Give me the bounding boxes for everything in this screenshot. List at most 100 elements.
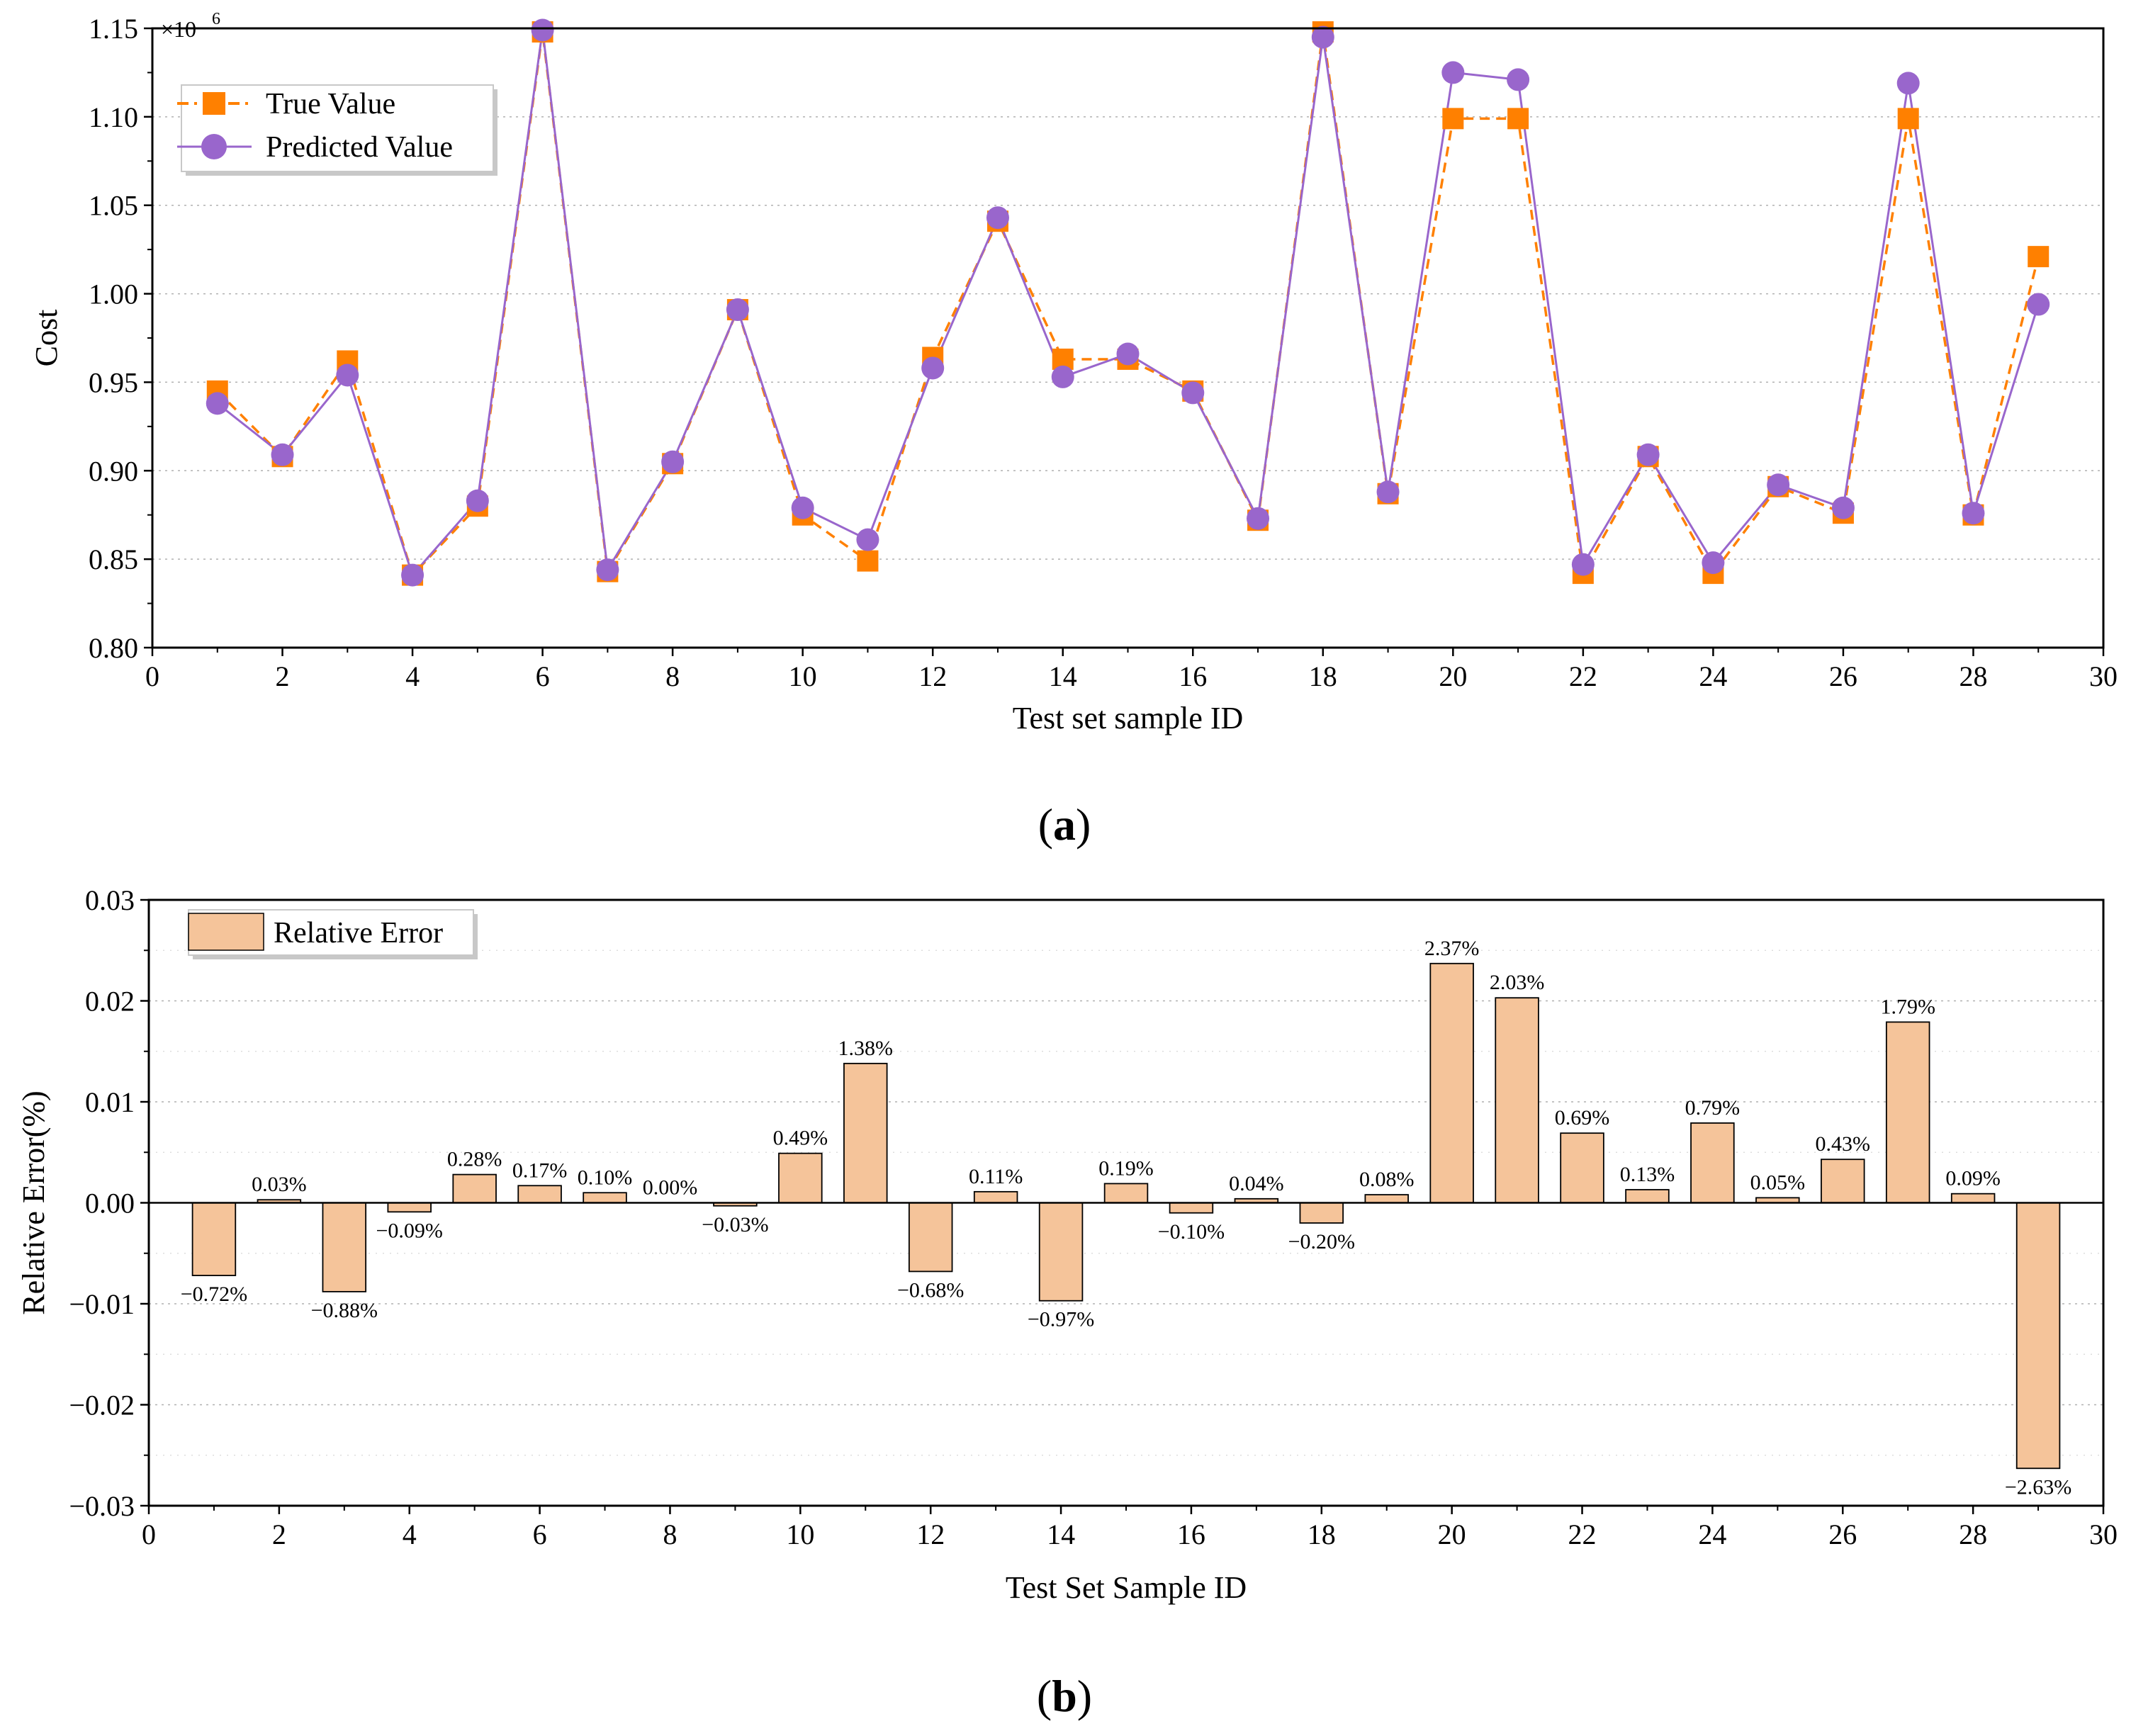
a-x-tick-label: 16	[1179, 660, 1207, 692]
b-bar-value-label: −0.20%	[1288, 1230, 1355, 1253]
b-bar-value-label: 2.03%	[1490, 971, 1545, 994]
a-x-tick-label: 8	[665, 660, 680, 692]
b-bar	[1169, 1202, 1214, 1214]
a-true-value-point	[1897, 108, 1919, 130]
b-x-tick-label: 26	[1828, 1518, 1857, 1550]
b-bar	[778, 1152, 823, 1204]
b-y-axis-ticks: −0.03 −0.02 −0.01 0.00 0.01 0.02 0.03	[69, 884, 149, 1522]
b-x-tick-label: 6	[533, 1518, 547, 1550]
a-panel-label: (a)	[1038, 799, 1091, 850]
b-bar	[583, 1192, 627, 1204]
a-true-value-line	[216, 31, 2040, 578]
a-x-tick-label: 4	[405, 660, 420, 692]
b-data-labels: −0.72% 0.03% −0.88% −0.09% 0.28% 0.17% 0.10% 0.…	[181, 937, 2072, 1499]
b-bar	[973, 1190, 1018, 1204]
a-y-tick-label: 1.00	[89, 278, 138, 310]
b-x-tick-label: 24	[1698, 1518, 1726, 1550]
b-bar-value-label: 0.11%	[969, 1165, 1023, 1188]
b-panel-letter: b	[1052, 1671, 1077, 1721]
a-x-axis-label: Test set sample ID	[1013, 701, 1244, 735]
b-bar	[1429, 962, 1474, 1204]
chart-a: 0.800.850.900.951.001.051.101.15 0 2 4 6 8 10…	[29, 10, 2118, 850]
a-x-tick-label: 30	[2089, 660, 2118, 692]
a-x-tick-label: 22	[1569, 660, 1597, 692]
b-bar-value-label: 2.37%	[1424, 937, 1480, 960]
b-y-axis-label: Relative Error(%)	[16, 1090, 51, 1314]
b-legend-swatch	[188, 913, 264, 951]
a-y-axis-label: Cost	[29, 310, 64, 367]
a-y-tick-label: 0.90	[89, 455, 138, 487]
b-y-tick-label: −0.01	[69, 1288, 135, 1320]
b-bar	[1950, 1193, 1996, 1204]
a-legend: True Value Predicted Value	[177, 84, 497, 176]
b-bar-value-label: −2.63%	[2005, 1475, 2071, 1499]
b-x-tick-label: 12	[916, 1518, 945, 1550]
b-bar-value-label: 0.17%	[512, 1159, 568, 1182]
a-predicted-value-point	[986, 206, 1009, 230]
a-x-tick-label: 28	[1959, 660, 1987, 692]
a-predicted-value-point	[791, 496, 814, 519]
a-predicted-value-point	[336, 363, 359, 387]
b-bar-value-label: 0.03%	[252, 1173, 307, 1196]
b-bar	[1625, 1189, 1670, 1204]
a-predicted-value-point	[1767, 473, 1790, 497]
b-x-tick-label: 4	[403, 1518, 417, 1550]
a-x-tick-label: 2	[276, 660, 290, 692]
a-x-tick-label: 6	[536, 660, 550, 692]
a-y-tick-label: 1.10	[89, 101, 138, 133]
a-predicted-value-point	[466, 489, 489, 512]
a-y-tick-label: 0.95	[89, 366, 138, 398]
b-y-tick-label: −0.02	[69, 1390, 135, 1421]
a-predicted-value-point	[1441, 61, 1465, 84]
a-x-tick-label: 10	[789, 660, 817, 692]
a-x-tick-label: 26	[1829, 660, 1857, 692]
a-predicted-value-point	[401, 563, 424, 587]
b-plot-frame	[147, 898, 2105, 1507]
a-y-axis-ticks: 0.80 0.85 0.90 0.95 1.00 1.05 1.10 1.15	[89, 13, 152, 664]
a-plot-frame	[151, 27, 2105, 649]
b-y-tick-label: 0.03	[85, 884, 135, 916]
a-x-tick-label: 12	[918, 660, 947, 692]
b-bar-value-label: 1.79%	[1880, 995, 1935, 1018]
b-bar	[322, 1202, 367, 1292]
b-bar-value-label: 0.79%	[1685, 1096, 1741, 1120]
b-y-tick-label: 0.00	[85, 1188, 135, 1219]
b-bar-value-label: −0.10%	[1158, 1220, 1225, 1244]
a-predicted-value-point	[1636, 443, 1660, 466]
b-panel-label: (b)	[1037, 1671, 1092, 1721]
b-bar	[1885, 1021, 1930, 1204]
a-x-tick-label: 14	[1049, 660, 1077, 692]
a-predicted-value-point	[1896, 72, 1920, 95]
a-predicted-value-point	[1507, 68, 1530, 91]
a-predicted-value-point	[726, 298, 749, 322]
b-x-tick-label: 10	[786, 1518, 814, 1550]
b-x-tick-label: 8	[663, 1518, 677, 1550]
a-predicted-value-point	[1571, 553, 1595, 576]
a-predicted-value-point	[1181, 381, 1205, 405]
b-bar-value-label: −0.09%	[376, 1219, 443, 1242]
a-legend-box	[181, 84, 494, 172]
b-x-tick-label: 0	[142, 1518, 156, 1550]
a-legend-pred-label: Predicted Value	[266, 131, 453, 164]
a-predicted-value-point	[531, 18, 554, 42]
b-bar	[1103, 1183, 1149, 1204]
b-x-tick-label: 20	[1438, 1518, 1466, 1550]
a-x-tick-label: 20	[1439, 660, 1467, 692]
a-predicted-value-point	[1116, 342, 1140, 366]
a-predicted-value-point	[1311, 26, 1334, 49]
b-bar	[843, 1062, 888, 1204]
a-predicted-value-point	[1376, 480, 1400, 504]
a-predicted-value-point	[2027, 293, 2050, 316]
a-true-value-point	[1442, 108, 1464, 130]
b-bar-value-label: 0.09%	[1945, 1167, 2001, 1190]
a-legend-true-label: True Value	[266, 88, 395, 120]
b-y-tick-label: 0.02	[85, 986, 135, 1018]
a-predicted-value-point	[1051, 365, 1074, 388]
a-x-tick-label: 24	[1699, 660, 1727, 692]
b-bar	[2015, 1202, 2061, 1470]
a-series-layer	[206, 18, 2050, 587]
a-predicted-value-point	[856, 528, 879, 551]
b-bar-value-label: −0.97%	[1028, 1308, 1094, 1331]
a-x-axis-ticks: 0 2 4 6 8 10 12 14 16 18 20 22 24 26 28 30	[145, 648, 2118, 692]
b-bar	[1690, 1122, 1735, 1204]
